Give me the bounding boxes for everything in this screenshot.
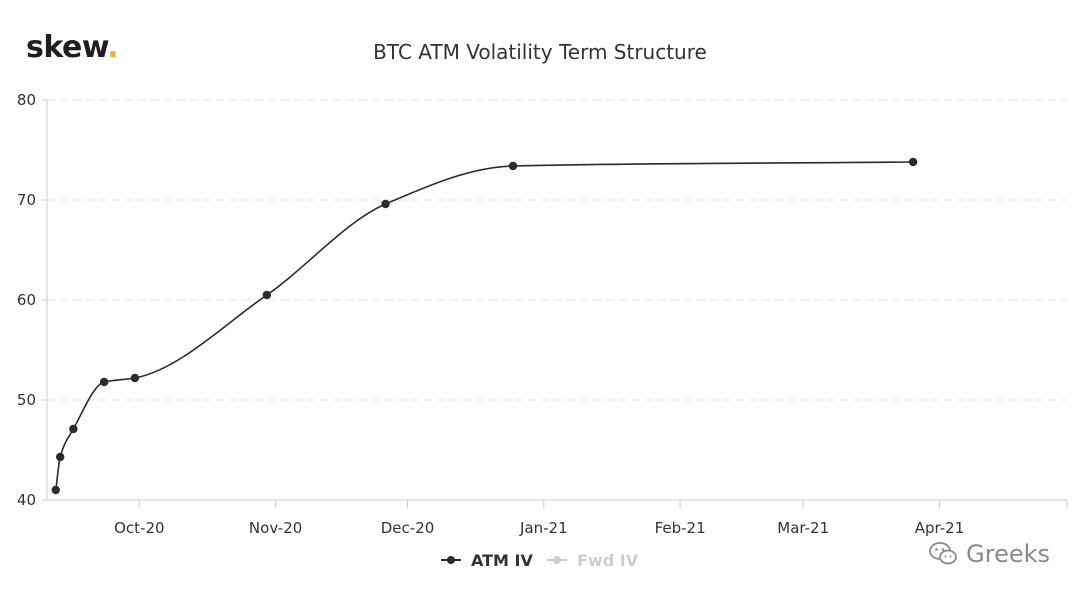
watermark: Greeks <box>928 540 1050 568</box>
x-tick-label: Dec-20 <box>381 519 435 537</box>
legend-label: ATM IV <box>471 551 534 570</box>
y-tick-label: 50 <box>17 391 36 409</box>
atm-iv-point <box>55 452 65 462</box>
atm-iv-point <box>69 424 78 434</box>
atm-iv-point <box>381 199 390 209</box>
wechat-icon <box>929 542 958 565</box>
atm-iv-point <box>908 157 918 167</box>
skew-logo: skew. <box>26 30 119 65</box>
atm-iv-point <box>130 373 140 383</box>
atm-iv-point <box>99 377 109 387</box>
legend-marker <box>553 556 561 564</box>
atm-iv-series-line <box>55 161 914 491</box>
atm-iv-point <box>51 485 60 495</box>
legend-item-fwd-iv[interactable]: Fwd IV <box>547 551 639 570</box>
x-tick-label: Feb-21 <box>655 519 706 537</box>
watermark-text: Greeks <box>966 540 1050 568</box>
logo-text: skew <box>26 30 108 65</box>
y-tick-label: 70 <box>17 191 36 209</box>
x-tick-label: Jan-21 <box>519 519 568 537</box>
x-tick-label: Mar-21 <box>777 519 829 537</box>
chart-title: BTC ATM Volatility Term Structure <box>373 40 707 64</box>
x-tick-label: Apr-21 <box>915 519 965 537</box>
atm-iv-point <box>508 161 518 171</box>
y-tick-label: 40 <box>17 491 36 509</box>
y-tick-label: 80 <box>17 91 36 109</box>
x-tick-label: Oct-20 <box>114 519 164 537</box>
y-tick-label: 60 <box>17 291 36 309</box>
chart-legend: ATM IV Fwd IV <box>441 551 639 570</box>
logo-dot: . <box>107 30 119 65</box>
legend-label: Fwd IV <box>577 551 639 570</box>
x-tick-label: Nov-20 <box>249 519 302 537</box>
legend-item-atm-iv[interactable]: ATM IV <box>441 551 534 570</box>
atm-iv-point <box>262 290 272 300</box>
legend-marker <box>447 556 455 564</box>
